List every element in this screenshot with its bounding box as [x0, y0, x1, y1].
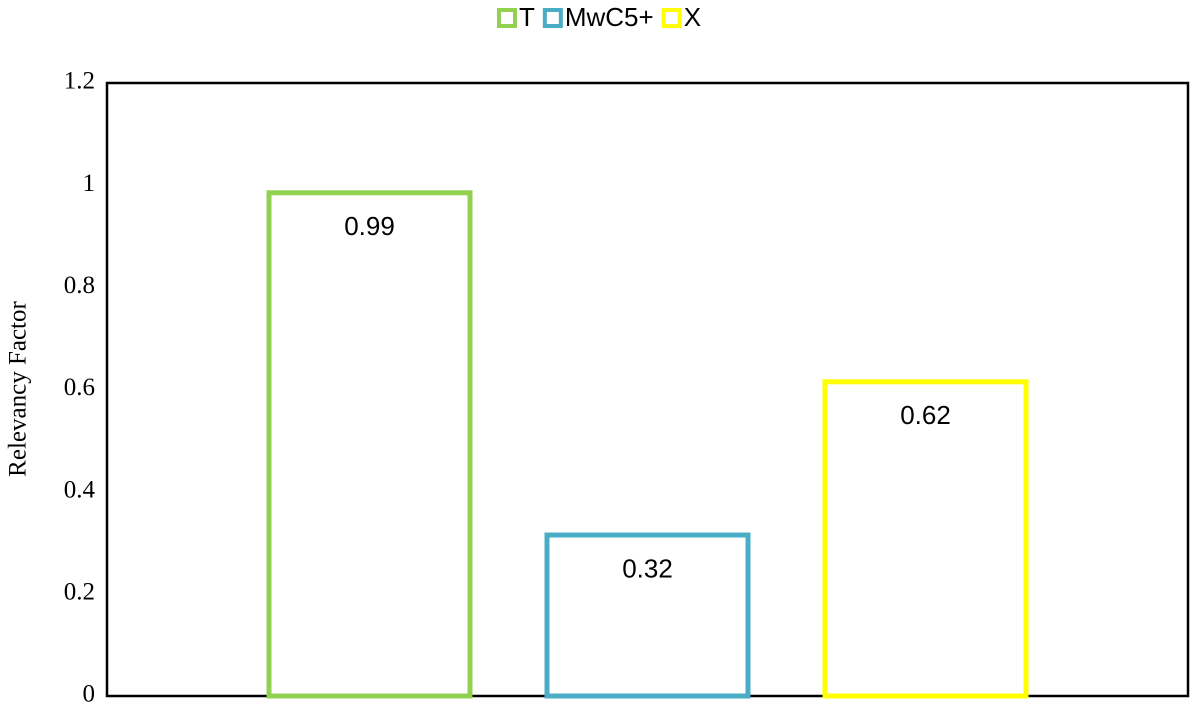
- legend: T MwC5+ X: [496, 2, 701, 32]
- y-tick-label: 0.8: [64, 272, 95, 299]
- data-label: 0.32: [622, 553, 673, 583]
- y-axis-label: Relevancy Factor: [5, 301, 32, 477]
- bar: [822, 379, 1029, 699]
- legend-marker: [496, 8, 517, 28]
- legend-label: MwC5+: [565, 2, 654, 32]
- y-tick-label: 0.4: [64, 476, 96, 503]
- legend-marker: [542, 8, 563, 28]
- legend-marker: [661, 8, 682, 28]
- y-tick-label: 0.6: [64, 374, 95, 401]
- data-label: 0.99: [344, 211, 395, 241]
- data-label: 0.62: [900, 400, 951, 430]
- bar: [544, 532, 751, 699]
- y-tick-label: 1.2: [64, 68, 95, 95]
- y-tick-label: 0: [83, 681, 96, 708]
- legend-label: T: [519, 2, 535, 32]
- y-tick-label: 1: [83, 170, 96, 197]
- y-tick-label: 0.2: [64, 579, 95, 606]
- bar: [266, 190, 473, 699]
- legend-label: X: [684, 2, 701, 32]
